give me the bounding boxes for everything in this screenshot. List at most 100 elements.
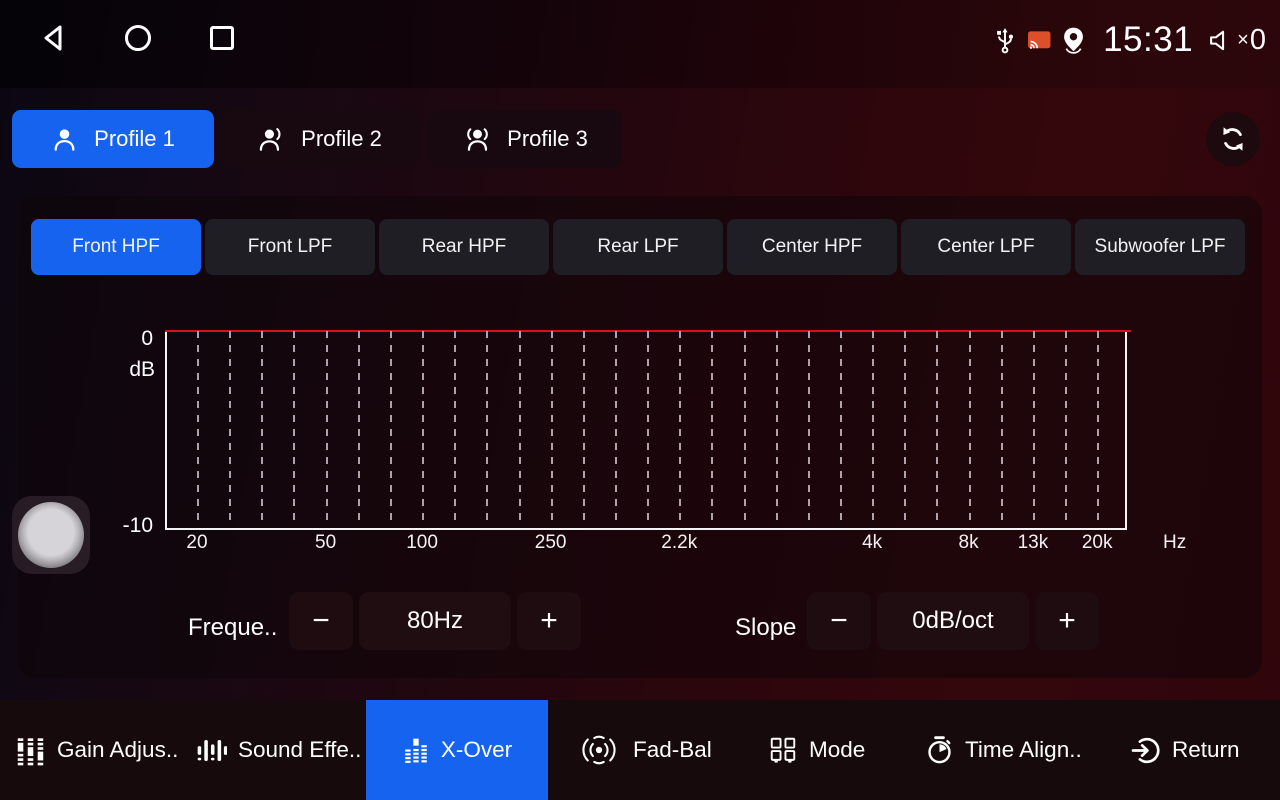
chart-gridline bbox=[550, 331, 553, 527]
nav-mode[interactable]: Mode bbox=[760, 700, 873, 800]
chart-x-tick-label: 250 bbox=[534, 532, 567, 553]
refresh-button[interactable] bbox=[1206, 112, 1260, 166]
chart-gridline bbox=[711, 331, 714, 527]
y-axis-label: dB bbox=[129, 358, 155, 381]
y-tick-minus10: -10 bbox=[122, 514, 153, 537]
recents-icon[interactable] bbox=[204, 20, 240, 56]
frequency-minus-button[interactable]: − bbox=[289, 592, 353, 650]
x-axis-unit: Hz bbox=[1163, 532, 1187, 553]
return-arrow-icon bbox=[1131, 736, 1161, 765]
chart-gridline bbox=[518, 331, 521, 527]
back-icon[interactable] bbox=[36, 20, 72, 56]
profile-label: Profile 1 bbox=[94, 126, 175, 151]
chart-x-tick-label: 13k bbox=[1017, 532, 1049, 553]
chart-gridline bbox=[357, 331, 360, 527]
mode-grid-icon bbox=[768, 735, 798, 765]
chart-gridline bbox=[807, 331, 810, 527]
volume-mult: × bbox=[1237, 28, 1249, 51]
chart-gridline bbox=[389, 331, 392, 527]
status-bar: 15:31 × 0 bbox=[0, 0, 1280, 80]
gain-sliders-icon bbox=[15, 735, 46, 766]
parameter-controls: Freque.. − 80Hz + Slope − 0dB/oct + bbox=[18, 592, 1262, 650]
nav-return[interactable]: Return bbox=[1123, 700, 1248, 800]
chart-gridline bbox=[679, 331, 682, 527]
tab-center-hpf[interactable]: Center HPF bbox=[727, 219, 897, 275]
volume-status: × 0 bbox=[1208, 24, 1266, 57]
chart-gridline bbox=[197, 331, 199, 527]
slope-label: Slope bbox=[735, 614, 797, 641]
home-icon[interactable] bbox=[120, 20, 156, 56]
usb-icon bbox=[992, 27, 1018, 54]
chart-x-tick-label: 20 bbox=[186, 532, 208, 553]
chart-gridline bbox=[840, 331, 842, 527]
stopwatch-icon bbox=[925, 735, 954, 766]
fader-balance-icon bbox=[576, 734, 622, 766]
chart-gridline bbox=[1032, 331, 1035, 527]
tab-front-lpf[interactable]: Front LPF bbox=[205, 219, 375, 275]
volume-value: 0 bbox=[1249, 23, 1266, 56]
nav-time-align[interactable]: Time Align.. bbox=[917, 700, 1090, 800]
chart-gridline bbox=[647, 331, 650, 527]
chart-x-tick-label: 4k bbox=[862, 532, 883, 553]
location-icon bbox=[1061, 26, 1086, 54]
nav-label: Gain Adjus.. bbox=[57, 737, 179, 762]
profile-label: Profile 3 bbox=[507, 126, 588, 151]
chart-gridline bbox=[1097, 331, 1100, 527]
bottom-nav: Gain Adjus.. Sound Effe.. bbox=[0, 700, 1280, 800]
chart-x-tick-label: 8k bbox=[958, 532, 979, 553]
floating-knob[interactable] bbox=[12, 496, 90, 574]
chart-gridline bbox=[229, 331, 232, 527]
speaker-muted-icon bbox=[1210, 30, 1225, 50]
y-tick-0: 0 bbox=[141, 327, 153, 350]
profile-2-button[interactable]: Profile 2 bbox=[222, 110, 418, 168]
chart-x-tick-label: 2.2k bbox=[661, 532, 698, 553]
nav-label: Sound Effe.. bbox=[238, 737, 362, 762]
sound-effect-bars-icon bbox=[196, 735, 227, 766]
frequency-value: 80Hz bbox=[359, 592, 511, 650]
slope-value: 0dB/oct bbox=[877, 592, 1029, 650]
chart-gridline bbox=[872, 331, 875, 527]
chart-gridline bbox=[614, 331, 617, 527]
profile-row: Profile 1 Profile 2 Profile bbox=[0, 110, 1280, 168]
chart-gridline bbox=[743, 331, 746, 527]
profile-label: Profile 2 bbox=[301, 126, 382, 151]
chart-x-tick-label: 100 bbox=[406, 532, 438, 553]
nav-sound-effect[interactable]: Sound Effe.. bbox=[188, 700, 369, 800]
nav-xover[interactable]: X-Over bbox=[366, 700, 548, 800]
status-bar-shade bbox=[0, 0, 1280, 88]
frequency-response-chart[interactable]: 0 dB -10 Hz 20 50 100 250 2.2k 4k 8k 13k 20k bbox=[123, 327, 1187, 553]
chart-gridline bbox=[968, 331, 971, 527]
nav-label: X-Over bbox=[440, 737, 513, 762]
tab-subwoofer-lpf[interactable]: Subwoofer LPF bbox=[1075, 219, 1245, 275]
chart-x-tick-label: 20k bbox=[1081, 532, 1113, 553]
slope-minus-button[interactable]: − bbox=[807, 592, 871, 650]
chart-gridline bbox=[1065, 331, 1068, 527]
equalizer-icon bbox=[402, 736, 430, 764]
tab-rear-hpf[interactable]: Rear HPF bbox=[379, 219, 549, 275]
status-icons: 15:31 × 0 bbox=[992, 0, 1266, 80]
profile-1-button[interactable]: Profile 1 bbox=[12, 110, 214, 168]
slope-plus-button[interactable]: + bbox=[1035, 592, 1099, 650]
tab-front-hpf[interactable]: Front HPF bbox=[31, 219, 201, 275]
android-nav-buttons bbox=[36, 20, 240, 56]
nav-label: Time Align.. bbox=[965, 737, 1082, 762]
refresh-icon bbox=[1218, 124, 1248, 154]
chart-x-tick-label: 50 bbox=[315, 532, 337, 553]
profile-3-button[interactable]: Profile 3 bbox=[430, 110, 622, 168]
chart-gridline bbox=[1000, 331, 1003, 527]
nav-fad-bal[interactable]: Fad-Bal bbox=[568, 700, 720, 800]
person-broadcast-icon bbox=[464, 126, 491, 153]
chart-gridline bbox=[293, 331, 296, 527]
chart-gridline bbox=[904, 331, 907, 527]
chart-gridline bbox=[325, 331, 328, 527]
nav-label: Return bbox=[1172, 737, 1240, 762]
frequency-label: Freque.. bbox=[188, 614, 278, 641]
frequency-plus-button[interactable]: + bbox=[517, 592, 581, 650]
nav-label: Mode bbox=[809, 737, 866, 762]
knob-icon bbox=[18, 502, 84, 568]
tab-center-lpf[interactable]: Center LPF bbox=[901, 219, 1071, 275]
nav-gain-adjust[interactable]: Gain Adjus.. bbox=[7, 700, 186, 800]
cast-icon bbox=[1027, 30, 1052, 51]
tab-rear-lpf[interactable]: Rear LPF bbox=[553, 219, 723, 275]
